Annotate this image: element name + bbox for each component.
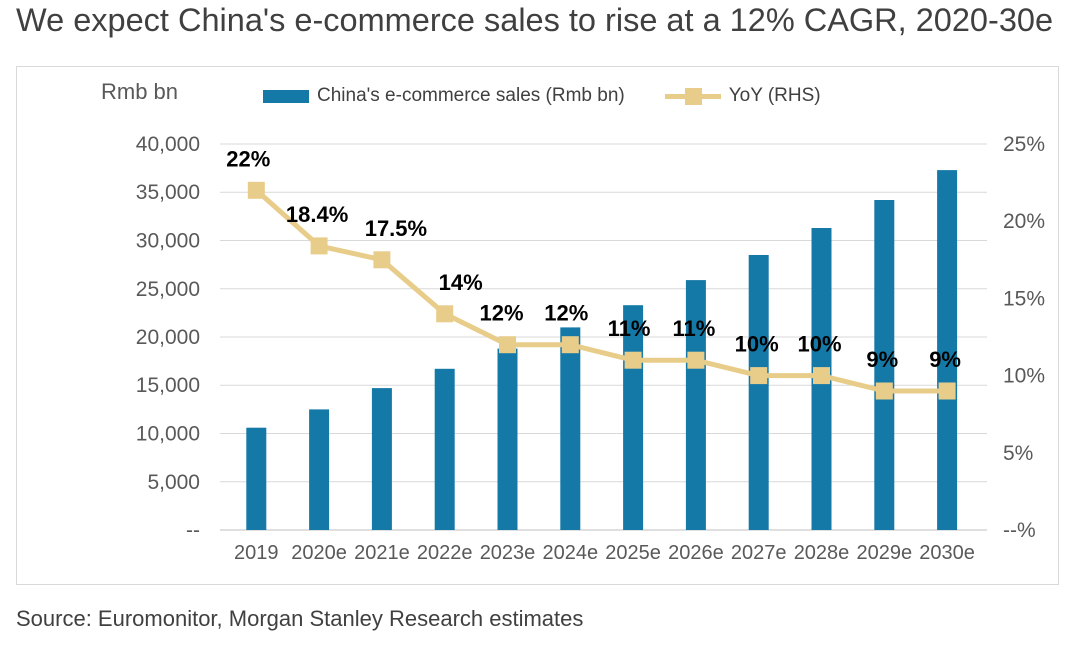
svg-text:12%: 12% — [479, 301, 523, 326]
svg-text:2022e: 2022e — [417, 542, 473, 564]
svg-text:2026e: 2026e — [668, 542, 724, 564]
svg-text:10%: 10% — [735, 332, 779, 357]
svg-text:15%: 15% — [1003, 287, 1045, 310]
svg-text:--: -- — [186, 519, 200, 542]
svg-text:5,000: 5,000 — [147, 471, 200, 494]
svg-text:25,000: 25,000 — [136, 278, 200, 301]
svg-text:11%: 11% — [608, 316, 651, 341]
svg-text:20%: 20% — [1003, 210, 1045, 233]
svg-text:9%: 9% — [929, 347, 961, 372]
svg-text:2019: 2019 — [234, 542, 279, 564]
svg-text:17.5%: 17.5% — [365, 216, 427, 241]
svg-text:12%: 12% — [544, 301, 588, 326]
svg-text:2029e: 2029e — [856, 542, 912, 564]
svg-text:25%: 25% — [1003, 133, 1045, 156]
svg-text:14%: 14% — [439, 270, 483, 295]
svg-text:9%: 9% — [866, 347, 898, 372]
svg-text:18.4%: 18.4% — [286, 202, 348, 227]
svg-text:2028e: 2028e — [794, 542, 850, 564]
svg-text:15,000: 15,000 — [136, 374, 200, 397]
svg-text:2025e: 2025e — [605, 542, 661, 564]
svg-text:22%: 22% — [226, 146, 270, 171]
svg-text:2021e: 2021e — [354, 542, 410, 564]
svg-text:10%: 10% — [797, 332, 841, 357]
svg-text:2023e: 2023e — [480, 542, 536, 564]
svg-text:--%: --% — [1003, 519, 1036, 542]
svg-text:2020e: 2020e — [291, 542, 347, 564]
svg-text:10%: 10% — [1003, 365, 1045, 388]
svg-text:30,000: 30,000 — [136, 230, 200, 253]
svg-text:20,000: 20,000 — [136, 326, 200, 349]
svg-text:40,000: 40,000 — [136, 133, 200, 156]
svg-text:11%: 11% — [672, 316, 715, 341]
svg-text:5%: 5% — [1003, 442, 1033, 465]
svg-text:2024e: 2024e — [542, 542, 598, 564]
svg-text:10,000: 10,000 — [136, 423, 200, 446]
svg-text:2030e: 2030e — [919, 542, 975, 564]
svg-text:2027e: 2027e — [731, 542, 787, 564]
svg-text:35,000: 35,000 — [136, 181, 200, 204]
